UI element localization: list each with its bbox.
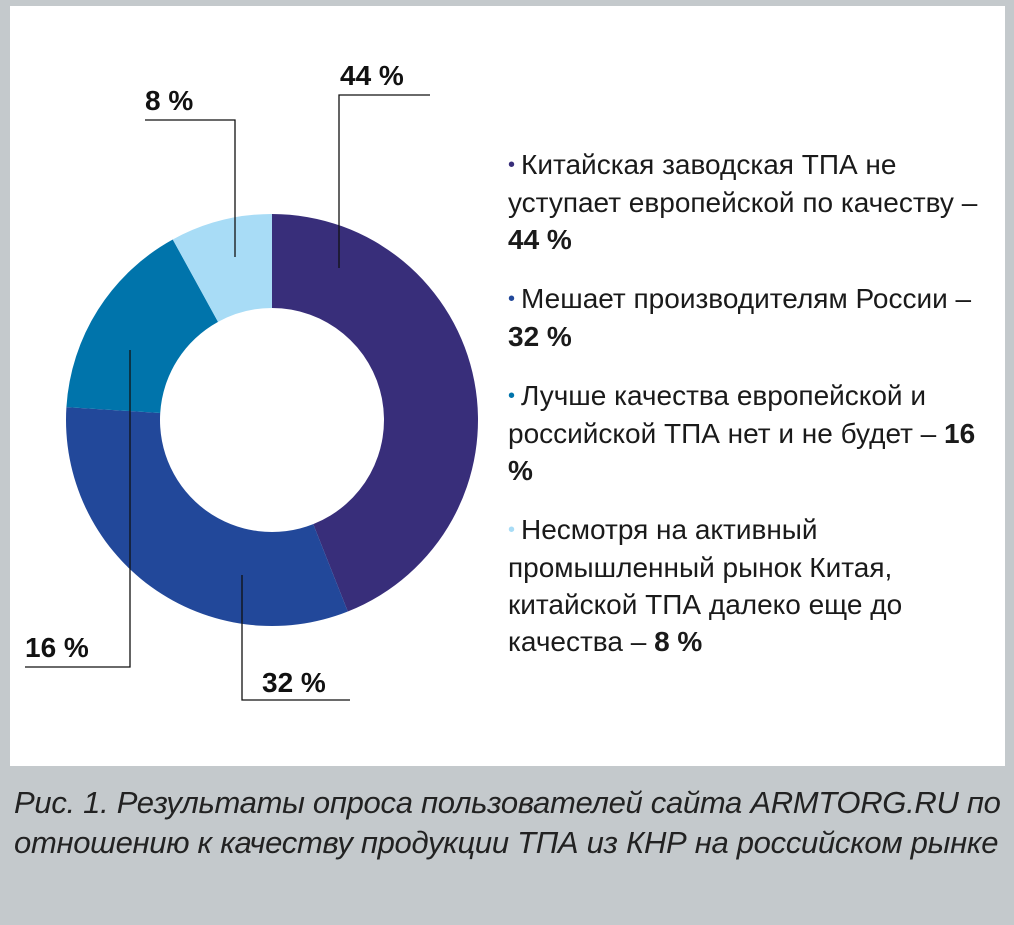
bullet-icon: • [508, 288, 516, 310]
data-label-16: 16 % [25, 632, 89, 663]
data-label-32: 32 % [262, 667, 326, 698]
leader-line-44 [338, 94, 430, 268]
leader-line-16 [25, 350, 131, 668]
legend-item: • Китайская заводская ТПА не уступает евр… [508, 146, 998, 258]
legend-value: 16 % [508, 418, 976, 486]
donut-slice-44 [272, 214, 479, 612]
data-label-8: 8 % [145, 85, 193, 116]
legend-text: Мешает производителям России – [521, 283, 972, 314]
legend-text: Лучше качества европейской и российской … [508, 380, 945, 449]
leader-line-32 [241, 575, 350, 701]
legend-item: • Лучше качества европейской и российской… [508, 377, 998, 489]
bullet-icon: • [508, 154, 516, 176]
legend-value: 32 % [508, 321, 572, 352]
legend-value: 44 % [508, 224, 572, 255]
legend-value: 8 % [654, 626, 703, 657]
bullet-icon: • [508, 385, 516, 407]
donut-slice-32 [65, 407, 348, 626]
legend-text: Китайская заводская ТПА не уступает евро… [508, 149, 978, 218]
legend-item: • Несмотря на активный промышленный рынок… [508, 511, 998, 660]
legend-item: • Мешает производителям России – 32 % [508, 280, 998, 355]
bullet-icon: • [508, 519, 516, 541]
legend: • Китайская заводская ТПА не уступает евр… [508, 146, 998, 682]
donut-slice-8 [172, 214, 272, 322]
figure-caption: Рис. 1. Результаты опроса пользователей … [14, 785, 1001, 860]
data-label-44: 44 % [340, 60, 404, 91]
donut-slice-16 [66, 239, 219, 413]
figure-panel [10, 6, 1005, 766]
leader-line-8 [145, 119, 236, 257]
legend-text: Несмотря на активный промышленный рынок … [508, 514, 903, 657]
